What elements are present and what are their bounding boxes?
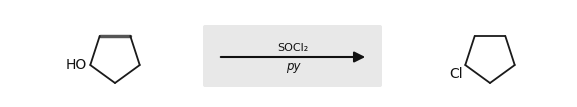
Text: HO: HO [66,58,87,72]
Text: Cl: Cl [449,67,463,81]
Text: SOCl₂: SOCl₂ [278,43,309,53]
Text: py: py [286,60,300,73]
FancyBboxPatch shape [203,25,382,87]
